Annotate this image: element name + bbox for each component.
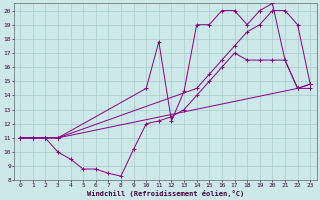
- X-axis label: Windchill (Refroidissement éolien,°C): Windchill (Refroidissement éolien,°C): [86, 190, 244, 197]
